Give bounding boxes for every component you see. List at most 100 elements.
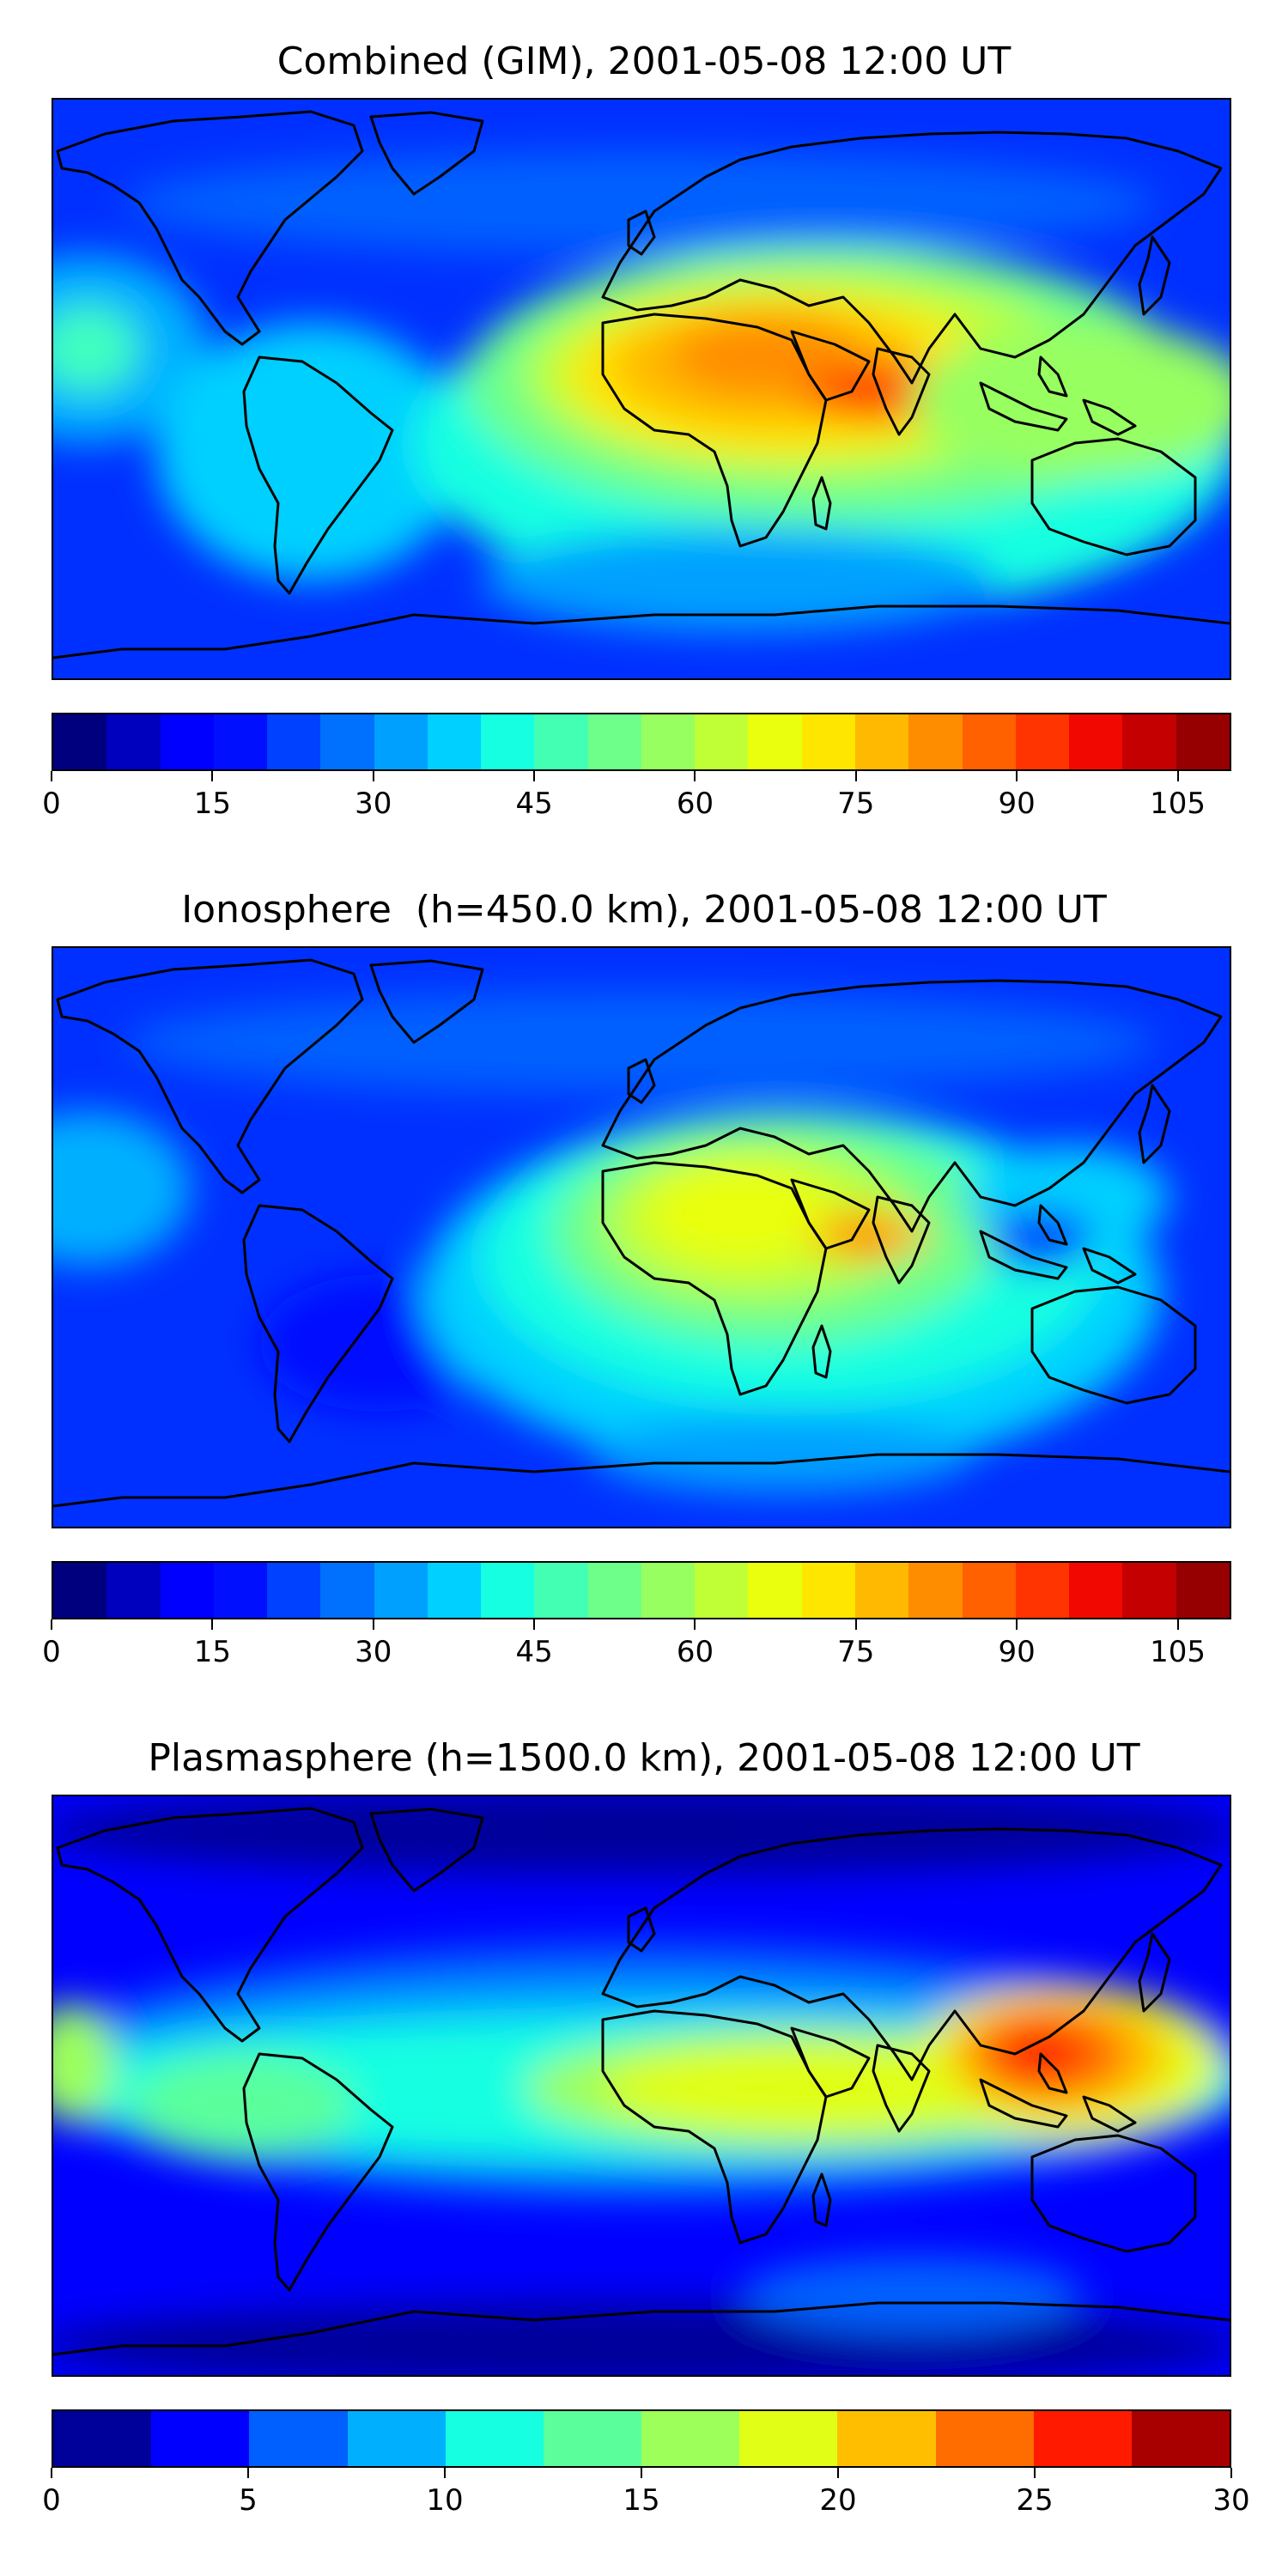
colorbar-tick-label: 0 bbox=[42, 2483, 61, 2518]
panel-3-colorbar-ticks: 0 5 10 15 20 25 30 bbox=[42, 2468, 1250, 2519]
colorbar-segment bbox=[1069, 714, 1123, 769]
colorbar-segment bbox=[249, 2411, 348, 2466]
colorbar-segment bbox=[1015, 1563, 1070, 1618]
colorbar-tick-label: 105 bbox=[1150, 787, 1206, 821]
colorbar-tick bbox=[1016, 1619, 1018, 1630]
colorbar-segment bbox=[587, 1563, 641, 1618]
colorbar-segment bbox=[854, 1563, 909, 1618]
colorbar-tick-label: 60 bbox=[676, 1635, 714, 1669]
colorbar-segment bbox=[739, 2411, 838, 2466]
colorbar-segment bbox=[641, 714, 696, 769]
colorbar-segment bbox=[748, 714, 802, 769]
panel-2-colorbar-ticks: 0 15 30 45 60 75 90 105 bbox=[42, 1619, 1231, 1671]
panel-3-colorbar bbox=[52, 2409, 1231, 2468]
colorbar-tick-label: 15 bbox=[193, 1635, 231, 1669]
colorbar-segment bbox=[347, 2411, 446, 2466]
panel-3-title: Plasmasphere (h=1500.0 km), 2001-05-08 1… bbox=[148, 1736, 1140, 1780]
panel-1-colorbar bbox=[52, 713, 1231, 771]
colorbar-tick-label: 105 bbox=[1150, 1635, 1206, 1669]
colorbar-segment bbox=[534, 714, 588, 769]
colorbar-segment bbox=[267, 1563, 321, 1618]
colorbar-segment bbox=[854, 714, 909, 769]
colorbar-segment bbox=[160, 714, 214, 769]
colorbar-segment bbox=[151, 2411, 250, 2466]
colorbar-segment bbox=[1069, 1563, 1123, 1618]
colorbar-segment bbox=[106, 714, 161, 769]
colorbar-tick bbox=[694, 1619, 696, 1630]
colorbar-tick-label: 75 bbox=[837, 787, 875, 821]
plasmasphere-tec-map bbox=[53, 1796, 1230, 2375]
colorbar-segment bbox=[962, 1563, 1016, 1618]
colorbar-tick-label: 90 bbox=[998, 787, 1036, 821]
colorbar-tick bbox=[247, 2468, 249, 2478]
colorbar-segment bbox=[801, 1563, 855, 1618]
colorbar-segment bbox=[1033, 2411, 1132, 2466]
panel-1-map bbox=[52, 98, 1231, 680]
colorbar-tick bbox=[51, 1619, 52, 1630]
colorbar-segment bbox=[695, 714, 749, 769]
panel-1-colorbar-ticks: 0 15 30 45 60 75 90 105 bbox=[42, 771, 1231, 823]
colorbar-segment bbox=[53, 2411, 152, 2466]
colorbar-segment bbox=[53, 1563, 107, 1618]
colorbar-tick bbox=[372, 771, 374, 781]
colorbar-segment bbox=[374, 1563, 428, 1618]
colorbar-tick bbox=[444, 2468, 446, 2478]
colorbar-tick-label: 30 bbox=[355, 787, 392, 821]
colorbar-tick-label: 25 bbox=[1016, 2483, 1054, 2518]
colorbar-segment bbox=[801, 714, 855, 769]
combined-tec-map bbox=[53, 100, 1230, 678]
colorbar-tick-label: 0 bbox=[42, 1635, 61, 1669]
colorbar-segment bbox=[320, 1563, 374, 1618]
colorbar-tick-label: 75 bbox=[837, 1635, 875, 1669]
colorbar-tick bbox=[694, 771, 696, 781]
colorbar-tick-label: 30 bbox=[355, 1635, 392, 1669]
colorbar-segment bbox=[427, 1563, 482, 1618]
colorbar-tick bbox=[211, 1619, 214, 1630]
colorbar-tick-label: 30 bbox=[1212, 2483, 1250, 2518]
colorbar-segment bbox=[641, 1563, 696, 1618]
colorbar-tick bbox=[1016, 771, 1018, 781]
colorbar-tick bbox=[837, 2468, 839, 2478]
colorbar-segment bbox=[53, 714, 107, 769]
colorbar-tick bbox=[641, 2468, 642, 2478]
colorbar-tick bbox=[533, 771, 536, 781]
colorbar-segment bbox=[213, 714, 268, 769]
colorbar-segment bbox=[445, 2411, 544, 2466]
colorbar-tick bbox=[1230, 2468, 1232, 2478]
colorbar-segment bbox=[543, 2411, 642, 2466]
colorbar-segment bbox=[160, 1563, 214, 1618]
colorbar-segment bbox=[587, 714, 641, 769]
colorbar-tick-label: 90 bbox=[998, 1635, 1036, 1669]
colorbar-tick bbox=[51, 771, 52, 781]
colorbar-segment bbox=[1015, 714, 1070, 769]
colorbar-tick bbox=[854, 771, 857, 781]
colorbar-tick bbox=[372, 1619, 374, 1630]
colorbar-tick-label: 10 bbox=[426, 2483, 464, 2518]
colorbar-tick-label: 20 bbox=[819, 2483, 857, 2518]
panel-2-colorbar bbox=[52, 1561, 1231, 1619]
colorbar-segment bbox=[748, 1563, 802, 1618]
colorbar-segment bbox=[641, 2411, 740, 2466]
colorbar-tick bbox=[533, 1619, 536, 1630]
colorbar-tick bbox=[1176, 771, 1179, 781]
colorbar-segment bbox=[374, 714, 428, 769]
colorbar-segment bbox=[962, 714, 1016, 769]
colorbar-tick-label: 15 bbox=[623, 2483, 660, 2518]
colorbar-tick bbox=[1176, 1619, 1179, 1630]
panel-1-title: Combined (GIM), 2001-05-08 12:00 UT bbox=[276, 39, 1012, 83]
colorbar-segment bbox=[213, 1563, 268, 1618]
colorbar-segment bbox=[267, 714, 321, 769]
colorbar-tick-label: 45 bbox=[515, 1635, 553, 1669]
colorbar-segment bbox=[935, 2411, 1034, 2466]
colorbar-segment bbox=[1176, 714, 1230, 769]
colorbar-segment bbox=[534, 1563, 588, 1618]
colorbar-segment bbox=[1122, 1563, 1176, 1618]
colorbar-tick bbox=[1034, 2468, 1036, 2478]
panel-2-title: Ionosphere (h=450.0 km), 2001-05-08 12:0… bbox=[181, 888, 1107, 932]
panel-2-map bbox=[52, 946, 1231, 1528]
colorbar-segment bbox=[695, 1563, 749, 1618]
colorbar-segment bbox=[427, 714, 482, 769]
colorbar-segment bbox=[837, 2411, 936, 2466]
colorbar-tick bbox=[211, 771, 214, 781]
colorbar-tick-label: 15 bbox=[193, 787, 231, 821]
